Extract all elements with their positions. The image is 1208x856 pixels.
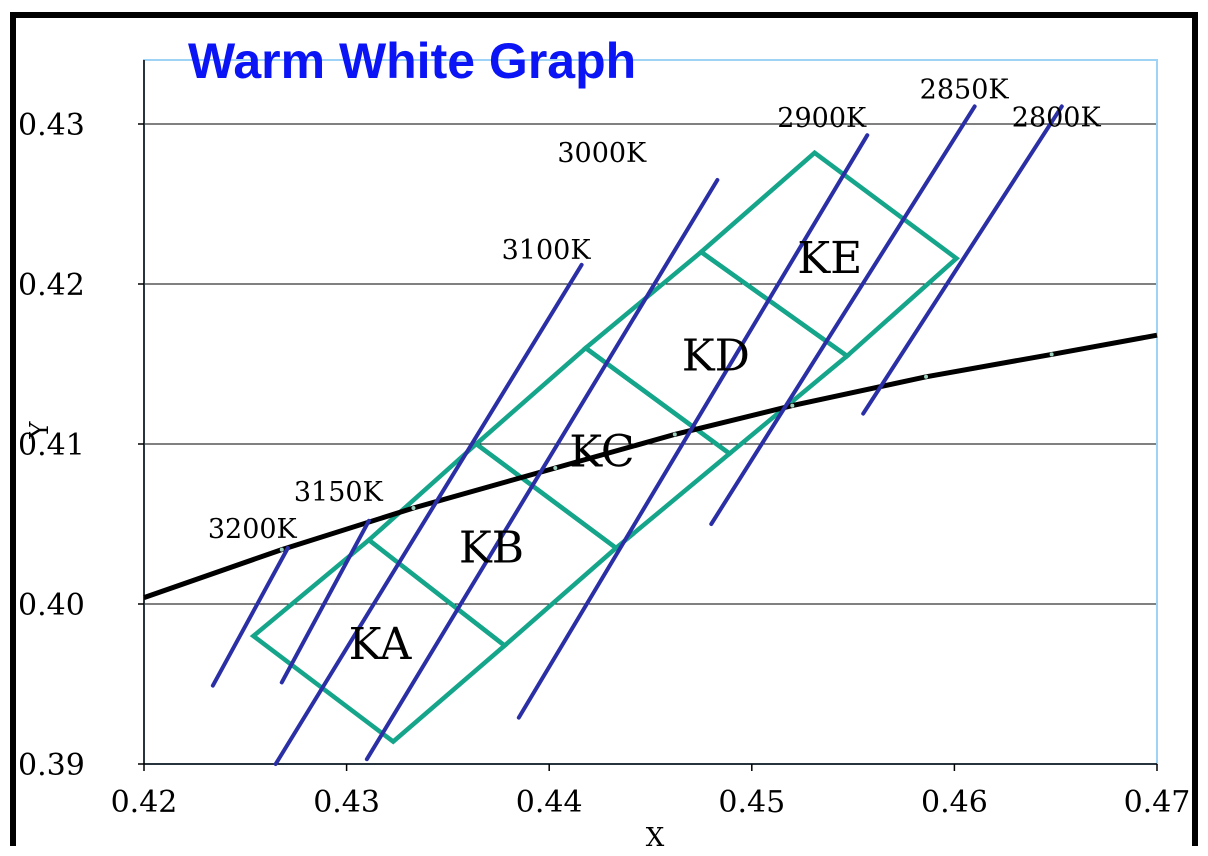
x-tick-label-4: 0.46: [921, 785, 988, 820]
y-tick-label-0: 0.39: [18, 748, 85, 783]
isotherm-3200k-label: 3200K: [208, 514, 298, 545]
isotherm-lines: [210, 104, 1064, 766]
isotherm-2850k: [709, 104, 977, 526]
x-axis-title: X: [646, 823, 665, 853]
isotherm-3150k-label: 3150K: [294, 477, 384, 508]
locus-point-3: [553, 466, 558, 470]
chart-title: Warm White Graph: [188, 33, 636, 89]
isotherm-3000k-label: 3000K: [557, 138, 647, 169]
isotherm-3100k-label: 3100K: [502, 235, 592, 266]
locus-point-2: [411, 506, 416, 510]
x-tick-label-0: 0.42: [111, 785, 178, 820]
bin-label-ka: KA: [349, 619, 413, 670]
isotherm-2800k-label: 2800K: [1012, 102, 1102, 133]
locus-point-7: [1049, 352, 1054, 357]
y-tick-label-2: 0.41: [18, 428, 85, 463]
bin-quadrangles: [249, 149, 960, 745]
grid-lines: [144, 123, 1157, 605]
x-tick-label-1: 0.43: [313, 785, 380, 820]
locus-point-4: [672, 432, 677, 437]
locus-point-6: [924, 374, 929, 379]
isotherm-2900k-label: 2900K: [777, 103, 867, 134]
y-axis-title: Y: [25, 421, 55, 440]
isotherm-3000k: [364, 178, 720, 762]
x-tick-label-2: 0.44: [516, 785, 583, 820]
isotherm-2850k-label: 2850K: [920, 74, 1010, 105]
x-tick-label-5: 0.47: [1124, 785, 1191, 820]
bin-label-kd: KD: [682, 330, 750, 381]
locus-point-1: [279, 547, 284, 552]
isotherm-3150k: [279, 518, 371, 685]
isotherm-2800k: [861, 104, 1064, 416]
bin-ke: [697, 149, 960, 359]
bin-label-ke: KE: [797, 233, 862, 284]
blackbody-locus-line: [143, 332, 1158, 600]
isotherm-2900k: [516, 133, 870, 720]
y-tick-label-4: 0.43: [18, 108, 85, 143]
isotherm-3200k: [210, 546, 290, 688]
locus-point-5: [790, 403, 795, 408]
tick-labels: 0.42 0.43 0.44 0.45 0.46 0.47 0.39 0.40 0.41 0.42…: [18, 108, 1190, 820]
bin-label-kb: KB: [459, 522, 524, 573]
blackbody-locus-points: [279, 352, 1054, 552]
chart-frame: [10, 12, 1198, 846]
isotherm-3100k: [273, 262, 584, 766]
chart-labels: KA KB KC KD KE 3200K 3150K 3100K 3000K 2900K 2850K…: [208, 74, 1102, 669]
y-tick-label-3: 0.42: [18, 268, 85, 303]
x-tick-label-3: 0.45: [718, 785, 785, 820]
bin-label-kc: KC: [569, 426, 634, 477]
y-tick-label-1: 0.40: [18, 588, 85, 623]
